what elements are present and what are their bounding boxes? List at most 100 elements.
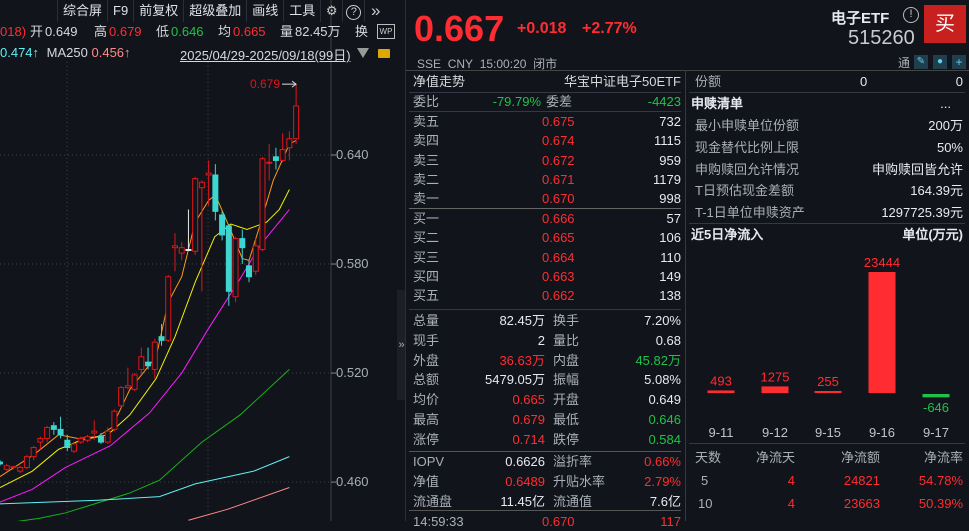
toolbar-tools[interactable]: 工具 xyxy=(283,0,320,22)
panel-toggle-button[interactable]: » xyxy=(397,290,406,400)
help-icon[interactable]: ? xyxy=(342,0,364,22)
candlestick xyxy=(111,409,118,432)
netflow-table-row: 5 4 24821 54.78% xyxy=(701,473,963,488)
bid-level: 买五 0.662 138 xyxy=(413,288,681,304)
etf-stat-row: 流通盘 11.45亿 流通值 7.6亿 xyxy=(413,493,681,509)
candlestick xyxy=(145,347,152,370)
toolbar-forward-adjust[interactable]: 前复权 xyxy=(133,0,183,22)
date-range[interactable]: 2025/04/29-2025/09/18(99日) xyxy=(180,48,351,63)
ask-level: 卖三 0.672 959 xyxy=(413,152,681,168)
edit-icon[interactable]: ✎ xyxy=(914,55,928,69)
netflow-value-label: 493 xyxy=(710,373,732,388)
candlestick xyxy=(10,465,17,470)
creation-row: T-1日单位申赎资产 1297725.39元 xyxy=(695,205,963,221)
moving-average-line xyxy=(16,369,290,521)
nav-trend-row: 净值走势 华宝中证电子50ETF xyxy=(409,72,681,91)
candlestick xyxy=(239,229,246,265)
moving-average-line xyxy=(0,140,297,478)
netflow-table-header: 天数 净流天 净流额 净流率 xyxy=(695,450,963,465)
y-tick-label: 0.520 xyxy=(336,365,369,380)
kline-panel[interactable]: 0.640 0.580 0.520 0.460 0.679 综合屏 F9 前复权 超级叠… xyxy=(0,0,397,521)
bid-level: 买二 0.665 106 xyxy=(413,230,681,246)
etf-stat-row: 净值 0.6489 升贴水率 2.79% xyxy=(413,473,681,489)
volume-label: 量 xyxy=(280,24,294,39)
fund-name: 华宝中证电子50ETF xyxy=(563,74,681,89)
bid-level: 买一 0.666 57 xyxy=(413,211,681,226)
plus-icon[interactable]: + xyxy=(952,55,966,69)
candlestick xyxy=(246,260,253,283)
candlestick xyxy=(17,465,24,473)
y-tick-label: 0.580 xyxy=(336,256,369,271)
bid-level: 买三 0.664 110 xyxy=(413,249,681,265)
candlestick xyxy=(44,425,51,443)
order-ratio-row: 委比 -79.79% 委差 -4423 xyxy=(413,94,681,109)
candlestick xyxy=(97,433,104,444)
nav-trend-link[interactable]: 净值走势 xyxy=(413,74,466,89)
ask-level: 卖四 0.674 1115 xyxy=(413,133,681,149)
security-code: 515260 xyxy=(848,27,915,49)
prev-legend-tail: 018) xyxy=(0,24,27,39)
netflow-bar xyxy=(761,386,789,393)
dropdown-triangle-icon[interactable] xyxy=(357,48,369,58)
arrow-head-icon xyxy=(291,80,297,88)
wp-icon[interactable]: WP xyxy=(377,24,395,39)
candlestick xyxy=(205,160,212,206)
stat-row: 外盘 36.63万 内盘 45.82万 xyxy=(413,352,681,368)
candlestick xyxy=(138,347,145,375)
lock-icon[interactable] xyxy=(378,49,390,58)
moving-average-line xyxy=(0,209,290,503)
chart-toolbar: 综合屏 F9 前复权 超级叠加 画线 工具 ⚙ ? » xyxy=(57,0,386,22)
candlestick xyxy=(219,211,226,241)
candlestick xyxy=(23,454,30,470)
toolbar-f9[interactable]: F9 xyxy=(107,0,133,22)
volume-value: 82.45万 xyxy=(295,24,341,39)
double-chevron-right-icon[interactable]: » xyxy=(364,0,386,22)
netflow-bar-chart: 493 9-11 1275 9-12 255 9-15 23444 9-16 -646 9-17 xyxy=(707,255,950,440)
buy-button[interactable]: 买 xyxy=(924,5,966,43)
candlestick xyxy=(232,236,239,303)
gear-icon[interactable]: ⚙ xyxy=(320,0,342,22)
kline-chart[interactable]: 0.640 0.580 0.520 0.460 0.679 xyxy=(0,0,397,521)
quote-panel: 0.667 +0.018 +2.77% 电子ETF ! 515260 买 SSE… xyxy=(405,0,969,529)
candlestick xyxy=(185,209,192,251)
more-button[interactable]: ... xyxy=(940,96,951,111)
moving-average-line xyxy=(188,487,290,521)
netflow-value-label: 1275 xyxy=(761,369,790,384)
candlestick xyxy=(259,156,266,252)
bid-level: 买四 0.663 149 xyxy=(413,268,681,284)
netflow-value-label: 23444 xyxy=(864,255,900,270)
candlestick xyxy=(151,338,158,379)
stat-row: 总量 82.45万 换手 7.20% xyxy=(413,313,681,328)
stat-row: 现手 2 量比 0.68 xyxy=(413,332,681,348)
toolbar-super-overlay[interactable]: 超级叠加 xyxy=(183,0,246,22)
toolbar-draw[interactable]: 画线 xyxy=(246,0,283,22)
candlestick xyxy=(118,385,125,408)
netflow-bar xyxy=(814,391,842,393)
candlestick xyxy=(286,131,293,161)
high-label: 高 xyxy=(94,24,108,39)
candlestick xyxy=(279,133,286,163)
candlestick xyxy=(171,233,178,272)
toolbar-composite[interactable]: 综合屏 xyxy=(57,0,107,22)
info-icon[interactable]: ! xyxy=(903,7,919,23)
price-change-pct: +2.77% xyxy=(582,20,637,37)
netflow-bar xyxy=(707,390,735,393)
netflow-table-row: 10 4 23663 50.39% xyxy=(698,496,963,511)
candlestick xyxy=(30,445,37,461)
moving-average-line xyxy=(0,456,290,505)
netflow-date-label: 9-15 xyxy=(815,425,841,440)
y-tick-label: 0.460 xyxy=(336,474,369,489)
stat-row: 均价 0.665 开盘 0.649 xyxy=(413,392,681,408)
moving-average-line xyxy=(0,189,290,488)
y-tick-label: 0.640 xyxy=(336,147,369,162)
candlestick xyxy=(165,274,172,343)
candlestick xyxy=(252,238,259,275)
candlestick xyxy=(3,463,10,472)
bell-icon[interactable]: ● xyxy=(933,55,947,69)
market-status: SSE CNY 15:00:20 闭市 xyxy=(417,57,558,71)
connect-label[interactable]: 通 xyxy=(898,56,911,70)
netflow-bar xyxy=(868,272,896,393)
last-price: 0.667 xyxy=(414,8,505,49)
netflow-header: 近5日净流入 单位(万元) xyxy=(691,227,963,242)
candlestick xyxy=(124,367,131,390)
